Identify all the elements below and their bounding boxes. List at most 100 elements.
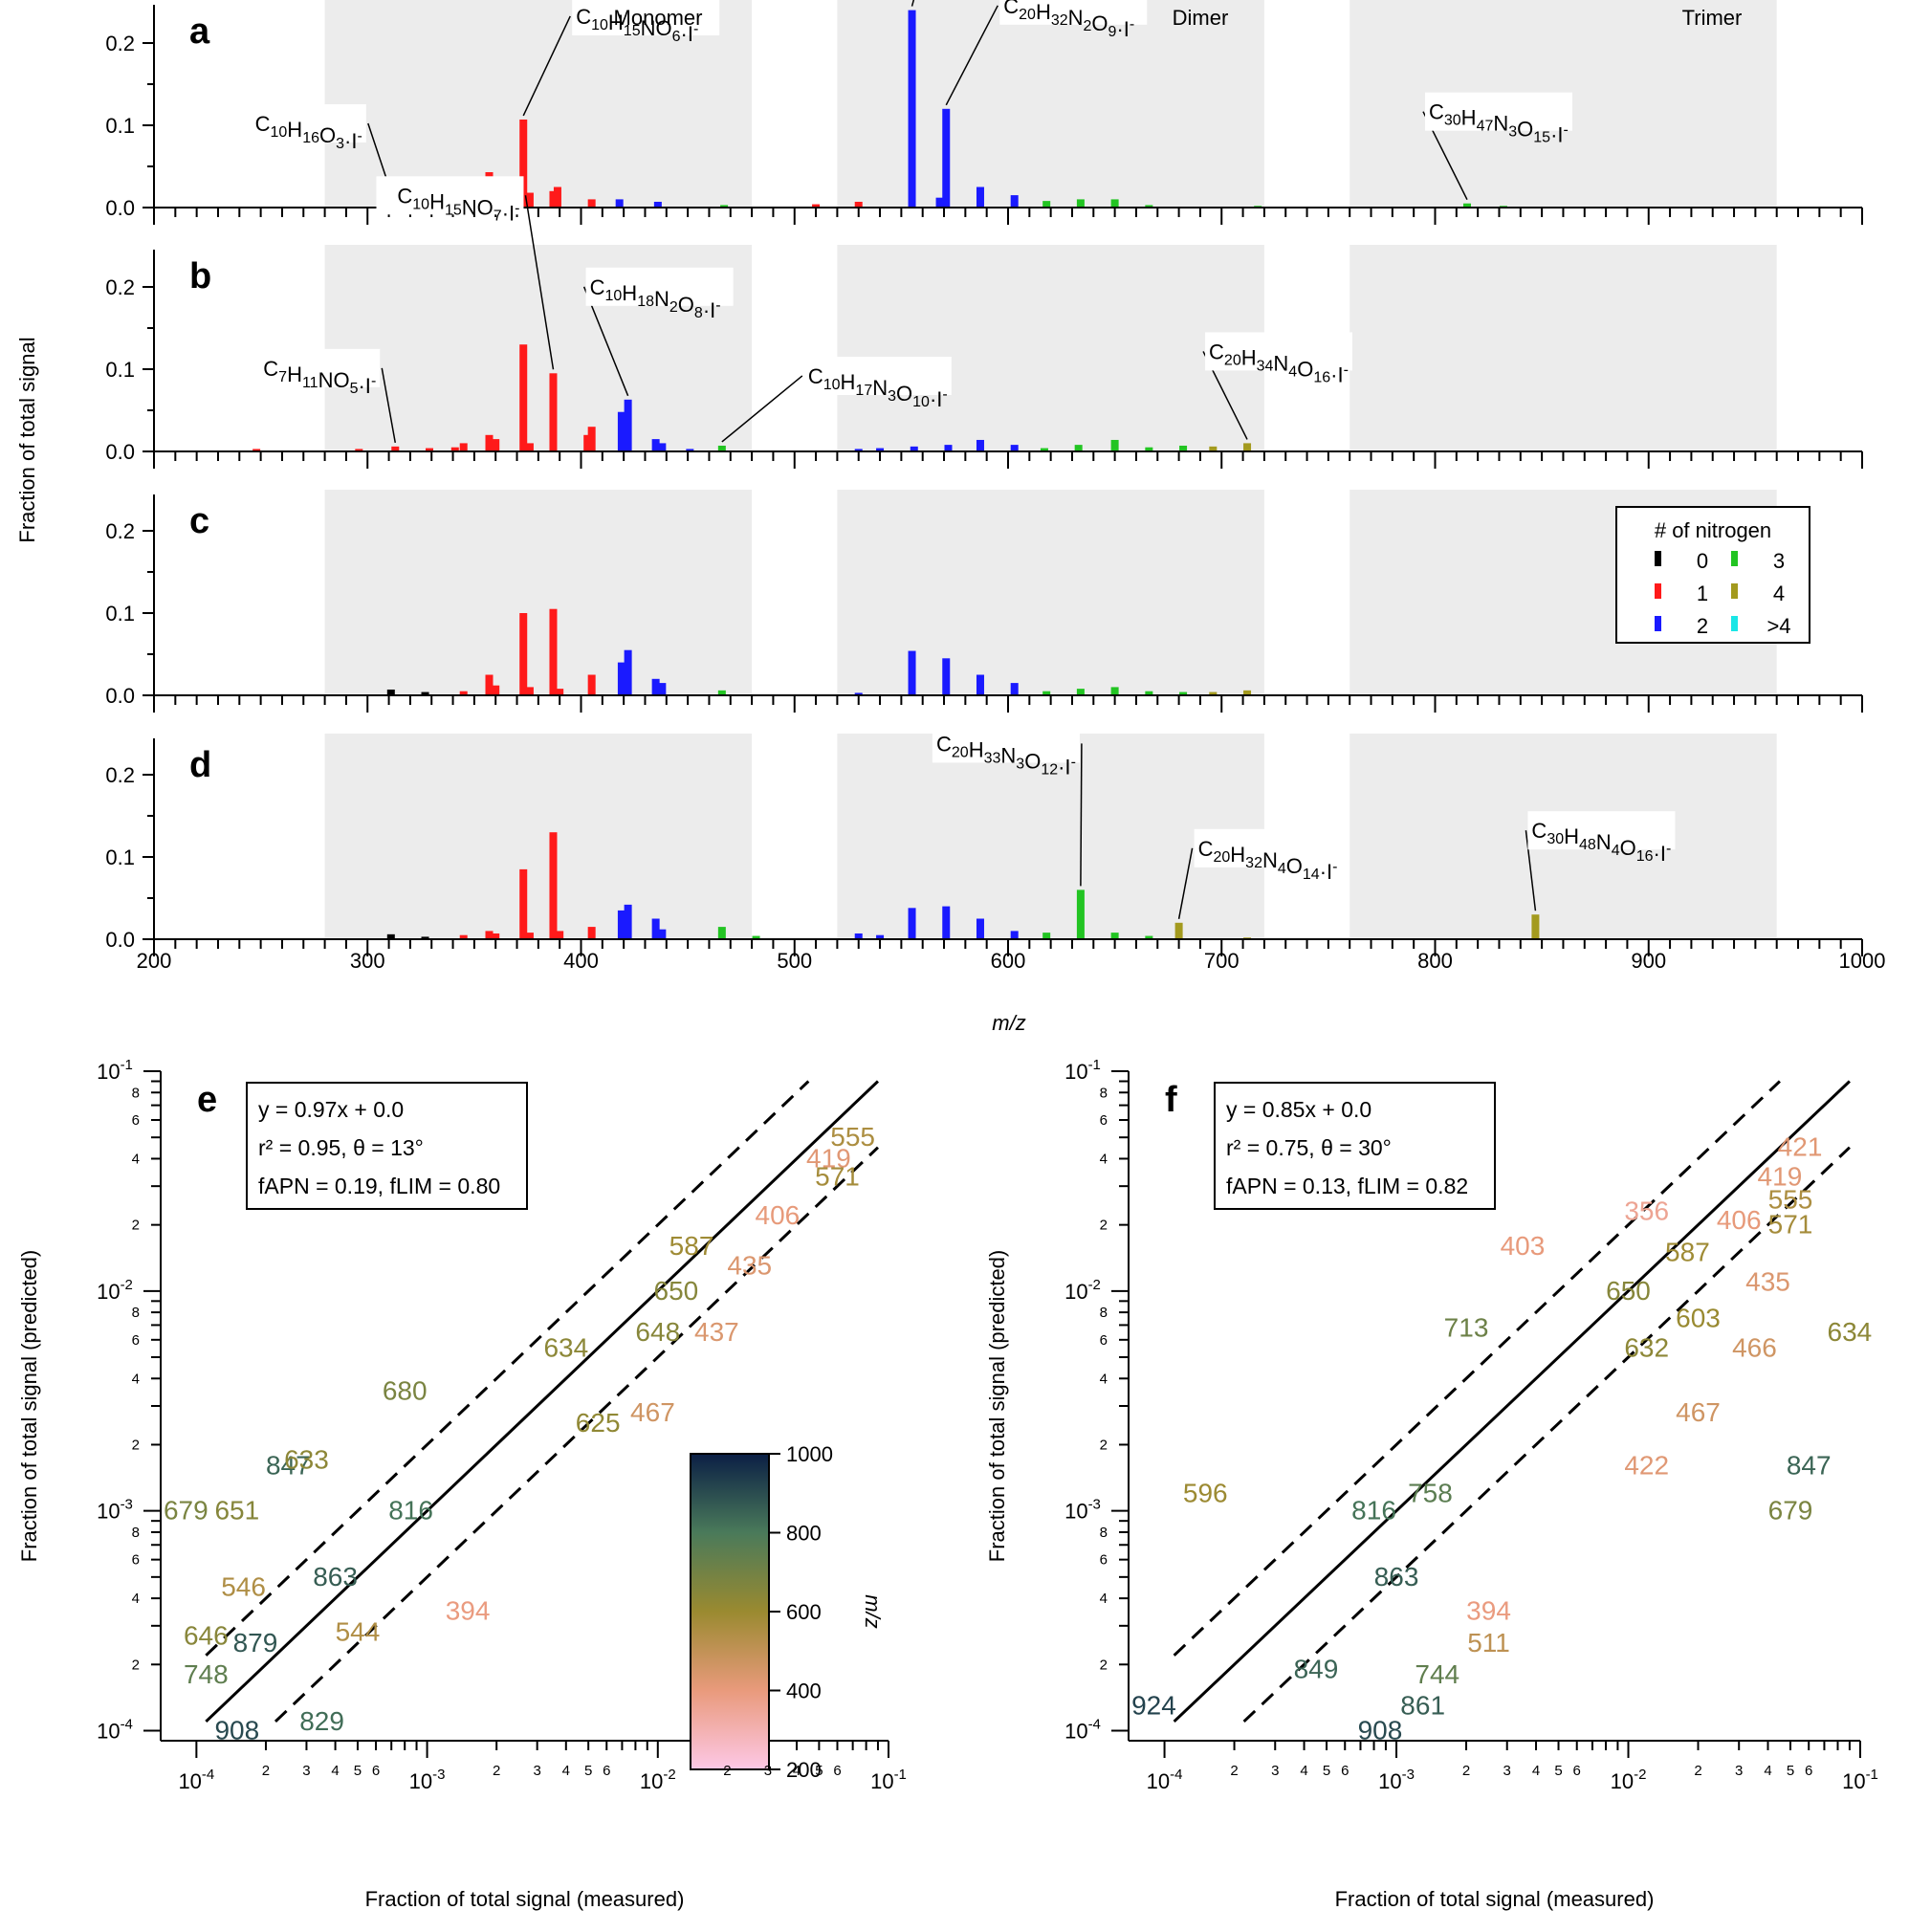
bar	[549, 832, 558, 939]
point-label: 847	[1787, 1451, 1832, 1481]
bar	[653, 201, 662, 208]
bar	[908, 10, 916, 208]
fit-r2: r² = 0.95, θ = 13°	[258, 1135, 424, 1160]
annotation-formula: C7H11NO5·I-	[263, 357, 376, 398]
x-tick-label: 10-4	[1147, 1767, 1183, 1793]
bar	[525, 687, 534, 695]
bar	[935, 197, 944, 208]
bar	[1076, 689, 1085, 695]
annotation-box	[585, 267, 734, 306]
fit-fractions: fAPN = 0.19, fLIM = 0.80	[258, 1174, 500, 1198]
bar	[1145, 205, 1153, 208]
point-label: 908	[1358, 1715, 1403, 1745]
x-minor-label: 6	[833, 1763, 841, 1779]
annotation-leader	[522, 15, 571, 117]
bar	[1010, 195, 1019, 208]
y-minor-label: 8	[1100, 1085, 1108, 1101]
region-dimer	[837, 245, 1264, 451]
point-label: 437	[694, 1317, 739, 1347]
bar	[658, 443, 667, 451]
bar	[1010, 445, 1019, 451]
x-minor-label: 5	[1787, 1763, 1794, 1779]
bar	[1110, 687, 1119, 695]
annotation-leader	[524, 195, 555, 370]
x-minor-label: 6	[372, 1763, 380, 1779]
bar-layer	[252, 10, 1540, 939]
panel-letter: a	[189, 11, 210, 52]
annotation-box	[1424, 92, 1572, 131]
x-tick-label: 10-3	[409, 1767, 446, 1793]
point-label: 651	[214, 1496, 259, 1526]
bar	[525, 933, 534, 939]
y-tick-label: 10-2	[97, 1277, 133, 1304]
y-minor-label: 6	[1100, 1332, 1108, 1349]
x-axis-title: m/z	[992, 1011, 1025, 1035]
fit-equation: y = 0.85x + 0.0	[1226, 1097, 1371, 1122]
bar	[1243, 443, 1252, 451]
bar	[717, 690, 726, 695]
bar	[854, 692, 863, 695]
point-label: 679	[1768, 1496, 1813, 1526]
bar	[583, 434, 592, 451]
annotation-box	[232, 348, 381, 387]
bar	[615, 199, 624, 208]
point-label: 863	[313, 1562, 358, 1592]
annotation-leader	[1525, 830, 1537, 911]
y-tick-label: 10-3	[1064, 1497, 1101, 1524]
bar	[519, 344, 528, 451]
x-minor-label: 4	[1764, 1763, 1771, 1779]
bar	[425, 448, 433, 451]
bar	[976, 674, 984, 695]
x-tick-label: 10-4	[178, 1767, 214, 1793]
colorbar-tick-label: 800	[786, 1522, 822, 1546]
point-label: 713	[1444, 1312, 1489, 1342]
bar	[942, 108, 951, 208]
bar	[485, 674, 494, 695]
x-tick-label: 10-1	[870, 1767, 907, 1793]
bar	[1243, 690, 1252, 695]
y-minor-label: 4	[1100, 1151, 1108, 1167]
annotation-formula: C10H16O3·I-	[255, 112, 362, 153]
bar	[876, 448, 885, 451]
x-tick-label: 700	[1204, 949, 1240, 973]
colorbar-tick-label: 400	[786, 1680, 822, 1703]
point-label: 419	[1758, 1162, 1803, 1192]
bar	[459, 691, 468, 695]
y-tick-label: 0.0	[105, 684, 135, 708]
x-tick-label: 10-2	[1611, 1767, 1647, 1793]
bar	[386, 689, 395, 695]
x-tick-label: 10-1	[1842, 1767, 1878, 1793]
y-minor-label: 4	[132, 1591, 140, 1607]
bar	[549, 608, 558, 695]
legend-title: # of nitrogen	[1655, 518, 1771, 542]
bar	[624, 649, 632, 695]
bar	[519, 119, 528, 208]
x-minor-label: 4	[562, 1763, 570, 1779]
x-minor-label: 5	[584, 1763, 592, 1779]
annotation-formula: C20H32N2O9·I-	[1003, 0, 1134, 41]
point-label: 467	[1676, 1397, 1721, 1427]
point-label: 679	[164, 1496, 208, 1526]
point-label: 406	[756, 1200, 801, 1230]
x-minor-label: 3	[1503, 1763, 1511, 1779]
annotation-leader	[945, 5, 998, 106]
bar	[485, 434, 494, 451]
y-tick-label: 10-4	[97, 1716, 133, 1743]
point-label: 422	[1624, 1451, 1669, 1481]
y-tick-label: 0.1	[105, 114, 135, 138]
bar	[587, 199, 596, 208]
x-minor-label: 3	[533, 1763, 540, 1779]
bar	[717, 927, 726, 939]
y-minor-label: 2	[1100, 1437, 1108, 1453]
annotation-box	[218, 103, 366, 143]
x-tick-label: 400	[563, 949, 599, 973]
legend-swatch	[1731, 616, 1738, 631]
bar	[492, 685, 500, 695]
bar	[492, 439, 500, 451]
legend-label: >4	[1766, 614, 1790, 638]
fit-fractions: fAPN = 0.13, fLIM = 0.82	[1226, 1174, 1468, 1198]
bar	[485, 931, 494, 939]
y-minor-label: 2	[132, 1437, 140, 1453]
x-tick-label: 1000	[1839, 949, 1886, 973]
y-minor-label: 6	[132, 1552, 140, 1569]
